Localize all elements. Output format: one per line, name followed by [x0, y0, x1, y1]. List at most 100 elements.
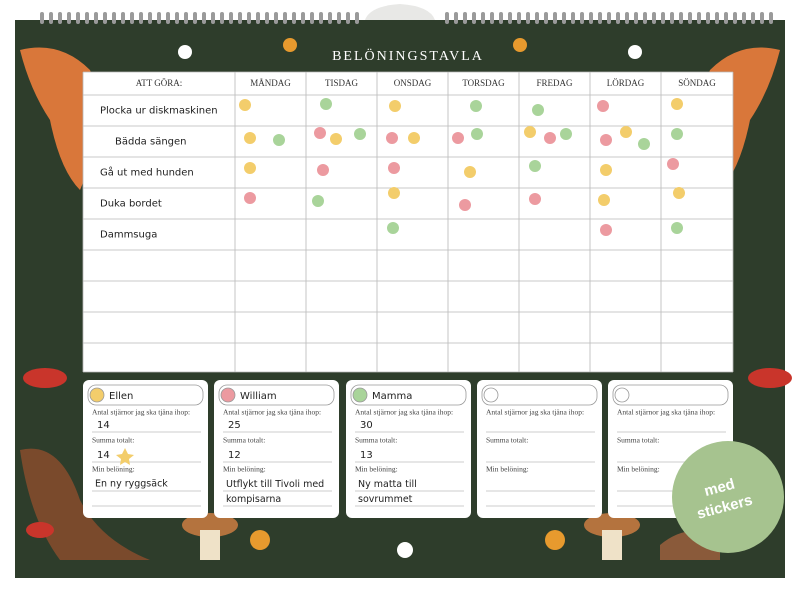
ring	[301, 12, 305, 24]
ring	[625, 12, 629, 24]
sticker	[408, 132, 420, 144]
card-reward: Ny matta till sovrummet	[358, 479, 417, 505]
sticker	[544, 132, 556, 144]
table	[83, 72, 733, 372]
mushroom	[584, 513, 640, 537]
ring	[706, 12, 710, 24]
flower	[178, 45, 192, 59]
ring	[247, 12, 251, 24]
ring	[517, 12, 521, 24]
sticker	[598, 194, 610, 206]
ring	[445, 12, 449, 24]
ring	[751, 12, 755, 24]
mushroom	[182, 513, 238, 537]
card-reward: Utflykt till Tivoli med kompisarna	[226, 479, 324, 505]
ring	[211, 12, 215, 24]
card-label: Min belöning:	[486, 465, 529, 474]
ring	[67, 12, 71, 24]
ring	[49, 12, 53, 24]
ring	[499, 12, 503, 24]
ring	[688, 12, 692, 24]
corner-label: ATT GÖRA:	[136, 78, 183, 88]
ring	[526, 12, 530, 24]
ring	[319, 12, 323, 24]
name-box	[218, 384, 335, 406]
ring	[103, 12, 107, 24]
binding	[40, 12, 773, 24]
ring	[607, 12, 611, 24]
ring	[229, 12, 233, 24]
name-dot	[89, 387, 105, 403]
ring	[562, 12, 566, 24]
card-label: Antal stjärnor jag ska tjäna ihop:	[355, 408, 453, 417]
card-reward: En ny ryggsäck	[95, 479, 168, 490]
task: Plocka ur diskmaskinen	[100, 106, 218, 117]
card-label: Min belöning:	[355, 465, 398, 474]
sticker	[387, 222, 399, 234]
ring	[742, 12, 746, 24]
name-dot	[352, 387, 368, 403]
day-header: FREDAG	[536, 78, 573, 88]
sticker	[273, 134, 285, 146]
flower	[628, 45, 642, 59]
cards: Ellen Antal stjärnor jag ska tjäna ihop: S…	[83, 380, 733, 518]
flower	[397, 542, 413, 558]
ring	[490, 12, 494, 24]
ring	[112, 12, 116, 24]
card-total: 12	[228, 450, 241, 461]
card-label: Antal stjärnor jag ska tjäna ihop:	[617, 408, 715, 417]
ring	[598, 12, 602, 24]
sticker	[667, 158, 679, 170]
sticker	[317, 164, 329, 176]
sticker	[464, 166, 476, 178]
sticker	[671, 222, 683, 234]
sticker	[244, 162, 256, 174]
sticker	[388, 162, 400, 174]
card-label: Min belöning:	[223, 465, 266, 474]
sticker	[620, 126, 632, 138]
sticker	[239, 99, 251, 111]
ring	[769, 12, 773, 24]
card-label: Antal stjärnor jag ska tjäna ihop:	[223, 408, 321, 417]
card-label: Antal stjärnor jag ska tjäna ihop:	[486, 408, 584, 417]
sticker	[532, 104, 544, 116]
ring	[274, 12, 278, 24]
chanterelle	[283, 38, 297, 52]
name-dot	[483, 387, 499, 403]
ring	[220, 12, 224, 24]
sticker	[320, 98, 332, 110]
ring	[85, 12, 89, 24]
ring	[256, 12, 260, 24]
ring	[193, 12, 197, 24]
day-header: TORSDAG	[462, 78, 505, 88]
card-goal: 25	[228, 420, 241, 431]
ring	[328, 12, 332, 24]
ring	[661, 12, 665, 24]
ring	[238, 12, 242, 24]
card-name: Ellen	[109, 391, 133, 402]
sticker	[244, 192, 256, 204]
day-header: MÅNDAG	[250, 78, 291, 88]
sticker	[470, 100, 482, 112]
card-name: William	[240, 391, 277, 402]
mushroom	[26, 522, 54, 538]
sticker	[354, 128, 366, 140]
sticker	[314, 127, 326, 139]
ring	[202, 12, 206, 24]
sticker	[600, 224, 612, 236]
ring	[724, 12, 728, 24]
name-box	[87, 384, 204, 406]
sticker	[600, 164, 612, 176]
task: Gå ut med hunden	[100, 166, 194, 179]
ring	[481, 12, 485, 24]
card-goal: 30	[360, 420, 373, 431]
sticker	[389, 100, 401, 112]
ring	[463, 12, 467, 24]
ring	[670, 12, 674, 24]
sticker	[244, 132, 256, 144]
card-total: 13	[360, 450, 373, 461]
sticker	[597, 100, 609, 112]
ring	[634, 12, 638, 24]
ring	[472, 12, 476, 24]
